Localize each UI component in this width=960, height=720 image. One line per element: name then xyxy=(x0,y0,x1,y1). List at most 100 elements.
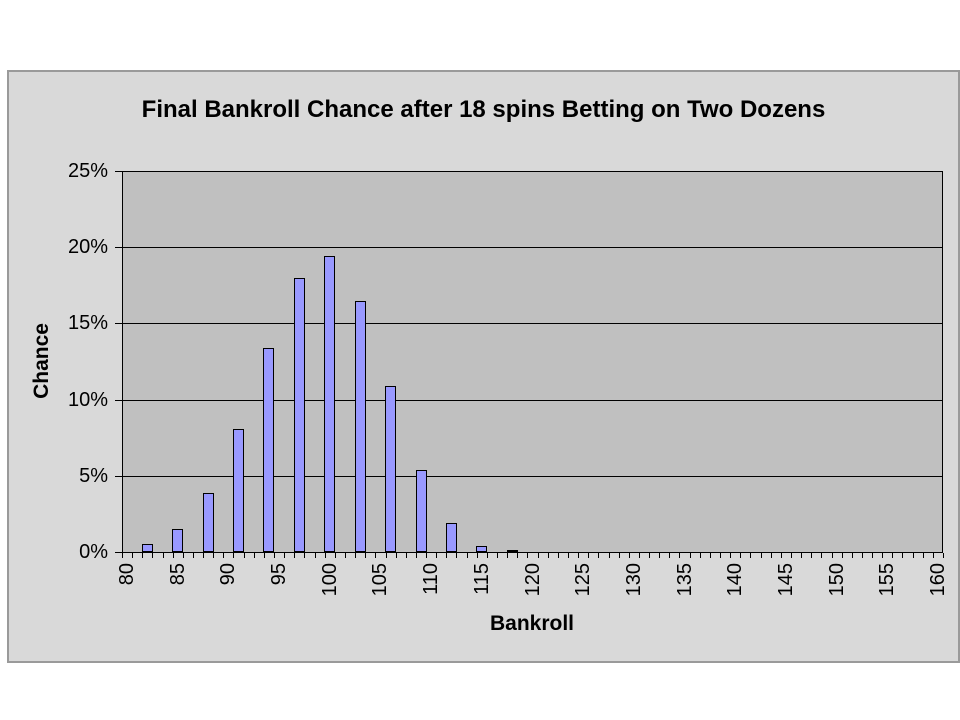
x-tick-label: 95 xyxy=(268,563,290,586)
x-tick-mark xyxy=(619,553,620,558)
x-tick-mark xyxy=(274,553,275,558)
y-tick-label: 15% xyxy=(67,312,108,334)
bar-97 xyxy=(294,278,305,552)
x-tick-mark xyxy=(507,553,508,558)
bar-109 xyxy=(416,470,427,552)
x-tick-mark xyxy=(669,553,670,558)
x-tick-mark xyxy=(710,553,711,558)
x-tick-mark xyxy=(132,553,133,558)
bar-85 xyxy=(172,529,183,552)
y-tick-label: 25% xyxy=(67,160,108,182)
x-tick-label: 115 xyxy=(471,563,493,595)
x-tick-mark xyxy=(386,553,387,558)
x-tick-mark xyxy=(832,553,833,558)
gridline xyxy=(122,476,943,477)
bar-91 xyxy=(233,429,244,552)
x-tick-label: 110 xyxy=(420,563,442,595)
x-tick-mark xyxy=(436,553,437,558)
bar-118 xyxy=(507,550,518,552)
bar-112 xyxy=(446,523,457,552)
x-tick-mark xyxy=(365,553,366,558)
x-tick-mark xyxy=(862,553,863,558)
x-tick-mark xyxy=(781,553,782,558)
x-tick-mark xyxy=(335,553,336,558)
x-tick-mark xyxy=(223,553,224,558)
x-tick-mark xyxy=(740,553,741,558)
x-tick-mark xyxy=(913,553,914,558)
x-tick-mark xyxy=(690,553,691,558)
y-axis-title: Chance xyxy=(30,323,53,399)
plot-area xyxy=(122,171,943,553)
x-tick-mark xyxy=(558,553,559,558)
x-tick-mark xyxy=(659,553,660,558)
y-tick-label: 10% xyxy=(67,389,108,411)
x-tick-label: 80 xyxy=(116,563,138,586)
x-tick-label: 145 xyxy=(775,563,797,597)
x-tick-mark xyxy=(639,553,640,558)
x-tick-mark xyxy=(325,553,326,558)
x-tick-mark xyxy=(284,553,285,558)
x-tick-mark xyxy=(629,553,630,558)
x-tick-mark xyxy=(244,553,245,558)
x-tick-mark xyxy=(588,553,589,558)
bar-82 xyxy=(142,544,153,552)
x-tick-mark xyxy=(163,553,164,558)
x-tick-mark xyxy=(852,553,853,558)
x-tick-mark xyxy=(497,553,498,558)
x-tick-mark xyxy=(426,553,427,558)
x-tick-mark xyxy=(517,553,518,558)
x-tick-mark xyxy=(892,553,893,558)
x-tick-mark xyxy=(578,553,579,558)
x-tick-mark xyxy=(933,553,934,558)
x-tick-mark xyxy=(142,553,143,558)
x-tick-mark xyxy=(771,553,772,558)
x-tick-mark xyxy=(456,553,457,558)
gridline xyxy=(122,247,943,248)
x-tick-label: 85 xyxy=(167,563,189,586)
x-tick-mark xyxy=(345,553,346,558)
gridline xyxy=(122,323,943,324)
x-tick-mark xyxy=(213,553,214,558)
x-tick-mark xyxy=(416,553,417,558)
x-tick-mark xyxy=(821,553,822,558)
x-tick-mark xyxy=(375,553,376,558)
x-tick-mark xyxy=(304,553,305,558)
y-tick-mark xyxy=(115,171,122,172)
x-tick-label: 105 xyxy=(369,563,391,597)
y-tick-mark xyxy=(115,247,122,248)
x-tick-label: 135 xyxy=(674,563,696,597)
x-tick-label: 140 xyxy=(724,563,746,597)
x-tick-mark xyxy=(183,553,184,558)
x-tick-mark xyxy=(122,553,123,558)
x-tick-mark xyxy=(882,553,883,558)
x-tick-mark xyxy=(902,553,903,558)
x-tick-mark xyxy=(801,553,802,558)
x-tick-label: 120 xyxy=(522,563,544,597)
x-tick-mark xyxy=(568,553,569,558)
bar-103 xyxy=(355,301,366,552)
x-tick-mark xyxy=(679,553,680,558)
y-tick-label: 20% xyxy=(67,236,108,258)
x-tick-label: 155 xyxy=(876,563,898,597)
x-tick-mark xyxy=(750,553,751,558)
x-tick-mark xyxy=(477,553,478,558)
x-tick-mark xyxy=(173,553,174,558)
bar-100 xyxy=(324,256,335,552)
x-tick-mark xyxy=(842,553,843,558)
x-tick-mark xyxy=(700,553,701,558)
x-tick-mark xyxy=(406,553,407,558)
x-tick-mark xyxy=(811,553,812,558)
x-tick-mark xyxy=(467,553,468,558)
x-axis-title: Bankroll xyxy=(489,612,575,635)
x-tick-mark xyxy=(872,553,873,558)
y-tick-mark xyxy=(115,323,122,324)
x-tick-mark xyxy=(487,553,488,558)
bar-88 xyxy=(203,493,214,552)
y-tick-mark xyxy=(115,400,122,401)
bar-94 xyxy=(263,348,274,552)
x-tick-mark xyxy=(761,553,762,558)
x-tick-label: 90 xyxy=(217,563,239,586)
x-tick-mark xyxy=(609,553,610,558)
x-tick-mark xyxy=(527,553,528,558)
x-tick-mark xyxy=(923,553,924,558)
